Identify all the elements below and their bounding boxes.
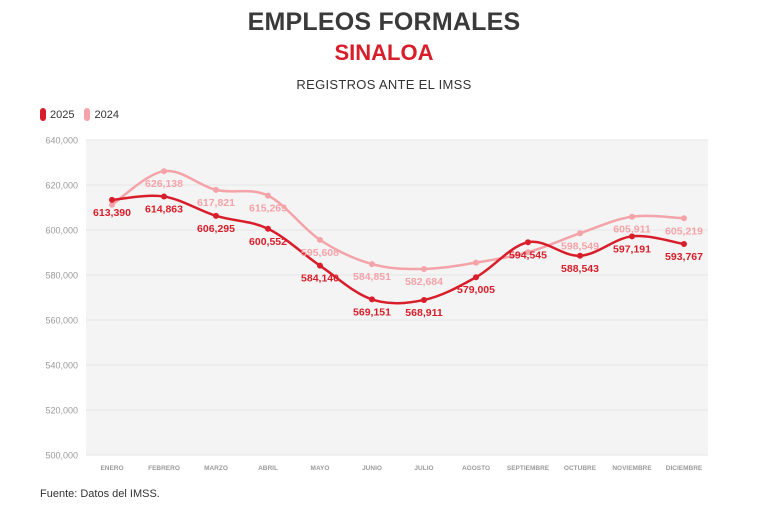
x-tick-label: NOVIEMBRE bbox=[612, 465, 652, 472]
chart-subtitle: SINALOA bbox=[334, 40, 434, 65]
data-point-2025 bbox=[369, 296, 375, 303]
data-label-2025: 606,295 bbox=[197, 223, 235, 235]
data-point-2025 bbox=[473, 274, 479, 281]
legend-swatch-2024 bbox=[84, 108, 91, 121]
data-point-2025 bbox=[577, 252, 583, 259]
data-point-2025 bbox=[213, 212, 219, 219]
data-label-2025: 597,191 bbox=[613, 243, 651, 255]
data-point-2024 bbox=[577, 230, 583, 237]
data-point-2024 bbox=[525, 249, 531, 256]
data-label-2024: 626,138 bbox=[145, 178, 183, 190]
data-label-2025: 593,767 bbox=[665, 251, 703, 263]
data-point-2024 bbox=[421, 265, 427, 272]
legend-item-2025[interactable]: 2025 bbox=[40, 108, 74, 121]
data-point-2024 bbox=[473, 259, 479, 266]
legend-label-2024: 2024 bbox=[94, 108, 119, 121]
x-tick-label: OCTUBRE bbox=[564, 465, 597, 472]
data-label-2024: 584,851 bbox=[353, 271, 391, 283]
y-tick-label: 520,000 bbox=[45, 406, 78, 416]
x-tick-label: ENERO bbox=[100, 465, 123, 472]
y-tick-label: 620,000 bbox=[45, 181, 78, 191]
data-label-2025: 579,005 bbox=[457, 284, 495, 296]
data-label-2025: 584,140 bbox=[301, 273, 339, 285]
y-tick-label: 580,000 bbox=[45, 271, 78, 281]
data-label-2024: 605,219 bbox=[665, 225, 703, 237]
data-label-2025: 613,390 bbox=[93, 207, 131, 219]
data-label-2024: 582,684 bbox=[405, 276, 443, 288]
x-tick-label: FEBRERO bbox=[148, 465, 180, 472]
data-label-2025: 600,552 bbox=[249, 236, 287, 248]
legend: 2025 2024 bbox=[40, 108, 129, 121]
data-point-2024 bbox=[317, 236, 323, 243]
legend-label-2025: 2025 bbox=[50, 108, 75, 121]
data-label-2024: 617,821 bbox=[197, 197, 235, 209]
data-label-2024: 598,549 bbox=[561, 240, 599, 252]
x-tick-label: AGOSTO bbox=[462, 465, 490, 472]
source-note: Fuente: Datos del IMSS. bbox=[40, 488, 160, 500]
data-point-2024 bbox=[161, 168, 167, 175]
x-tick-label: JULIO bbox=[414, 465, 433, 472]
data-point-2025 bbox=[629, 233, 635, 240]
data-point-2024 bbox=[629, 213, 635, 220]
data-label-2025: 588,543 bbox=[561, 263, 599, 275]
data-point-2024 bbox=[213, 186, 219, 193]
data-point-2025 bbox=[109, 196, 115, 203]
chart-title: EMPLEOS FORMALES bbox=[247, 8, 521, 36]
data-label-2025: 568,911 bbox=[405, 307, 443, 319]
chart-caption: REGISTROS ANTE EL IMSS bbox=[296, 77, 472, 92]
y-tick-label: 600,000 bbox=[45, 226, 78, 236]
data-point-2025 bbox=[265, 225, 271, 232]
x-tick-label: ABRIL bbox=[258, 465, 278, 472]
x-tick-label: JUNIO bbox=[362, 465, 382, 472]
data-point-2024 bbox=[109, 201, 115, 208]
data-label-2025: 569,151 bbox=[353, 306, 391, 318]
data-point-2024 bbox=[681, 215, 687, 222]
data-point-2025 bbox=[421, 296, 427, 303]
legend-item-2024[interactable]: 2024 bbox=[84, 108, 119, 121]
plot-area bbox=[86, 140, 708, 455]
data-point-2024 bbox=[369, 261, 375, 268]
data-point-2025 bbox=[525, 239, 531, 246]
data-point-2024 bbox=[265, 192, 271, 199]
data-point-2025 bbox=[161, 193, 167, 200]
y-tick-label: 500,000 bbox=[45, 451, 78, 461]
x-tick-label: SEPTIEMBRE bbox=[507, 465, 550, 472]
data-label-2025: 614,863 bbox=[145, 204, 183, 216]
legend-swatch-2025 bbox=[40, 108, 46, 121]
y-tick-label: 560,000 bbox=[45, 316, 78, 326]
data-label-2024: 615,269 bbox=[249, 203, 287, 215]
x-tick-label: MARZO bbox=[204, 465, 228, 472]
x-tick-label: MAYO bbox=[311, 465, 330, 472]
data-label-2025: 594,545 bbox=[509, 249, 547, 261]
data-label-2024: 595,608 bbox=[301, 247, 339, 259]
data-label-2024: 605,911 bbox=[613, 224, 651, 236]
x-tick-label: DICIEMBRE bbox=[666, 465, 703, 472]
y-tick-label: 540,000 bbox=[45, 361, 78, 371]
y-tick-label: 640,000 bbox=[45, 136, 78, 146]
data-point-2025 bbox=[681, 241, 687, 248]
data-point-2025 bbox=[317, 262, 323, 269]
